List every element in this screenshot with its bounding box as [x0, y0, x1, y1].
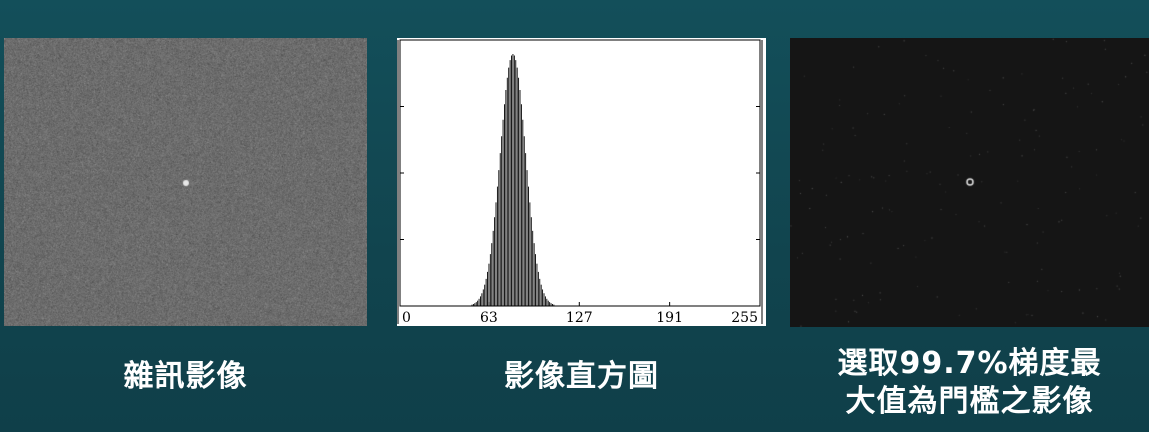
noise-image-canvas: [4, 38, 367, 326]
x-tick-label: 63: [480, 310, 498, 326]
x-tick-label: 127: [566, 310, 593, 326]
histogram-chart: 0 63 127 191 255: [397, 38, 766, 326]
histogram-svg: 0 63 127 191 255: [397, 39, 763, 326]
gradient-image-canvas: [790, 38, 1149, 327]
histogram-caption: 影像直方圖: [504, 359, 659, 394]
noise-image-caption: 雜訊影像: [123, 359, 248, 394]
gradient-threshold-image: [790, 38, 1149, 327]
x-tick-label: 255: [731, 310, 758, 326]
histogram-plot-frame: [399, 39, 761, 307]
x-tick-label: 191: [656, 310, 683, 326]
gradient-caption-line2: 大值為門檻之影像: [845, 384, 1094, 419]
gradient-caption-line1: 選取99.7%梯度最: [837, 346, 1102, 381]
x-tick-label: 0: [402, 310, 411, 326]
noise-image: [4, 38, 367, 326]
gradient-image-caption: 選取99.7%梯度最 大值為門檻之影像: [790, 345, 1149, 421]
